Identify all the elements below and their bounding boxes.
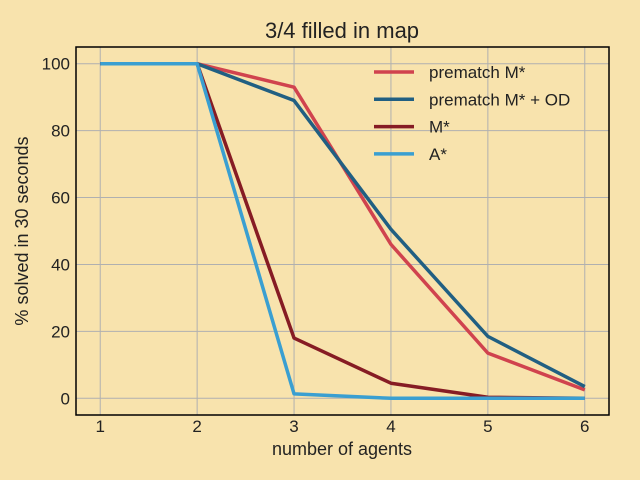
legend-label: A*: [429, 145, 447, 164]
legend: prematch M* prematch M* + OD M* A*: [374, 63, 570, 164]
y-tick-label: 20: [51, 322, 70, 341]
series-line-2: [100, 61, 586, 389]
y-axis-ticks: 0 20 40 60 80 100: [42, 55, 70, 409]
x-tick-label: 1: [95, 417, 104, 436]
x-tick-label: 4: [386, 417, 395, 436]
x-tick-label: 5: [483, 417, 492, 436]
legend-label: prematch M*: [429, 63, 526, 82]
x-axis-label: number of agents: [272, 439, 412, 459]
x-axis-ticks: 1 2 3 4 5 6: [95, 417, 589, 436]
x-tick-label: 2: [192, 417, 201, 436]
chart-title: 3/4 filled in map: [265, 18, 419, 43]
y-tick-label: 100: [42, 55, 70, 74]
series-lines: [100, 61, 586, 401]
series-line-1: [100, 61, 586, 392]
y-tick-label: 60: [51, 189, 70, 208]
y-axis-label: % solved in 30 seconds: [12, 136, 32, 325]
x-tick-label: 3: [289, 417, 298, 436]
legend-label: M*: [429, 118, 450, 137]
y-tick-label: 0: [61, 389, 70, 408]
y-tick-label: 80: [51, 122, 70, 141]
plot-area-frame: [75, 46, 610, 416]
y-tick-label: 40: [51, 255, 70, 274]
legend-label: prematch M* + OD: [429, 90, 570, 109]
series-line-4: [100, 61, 585, 401]
x-tick-label: 6: [580, 417, 589, 436]
